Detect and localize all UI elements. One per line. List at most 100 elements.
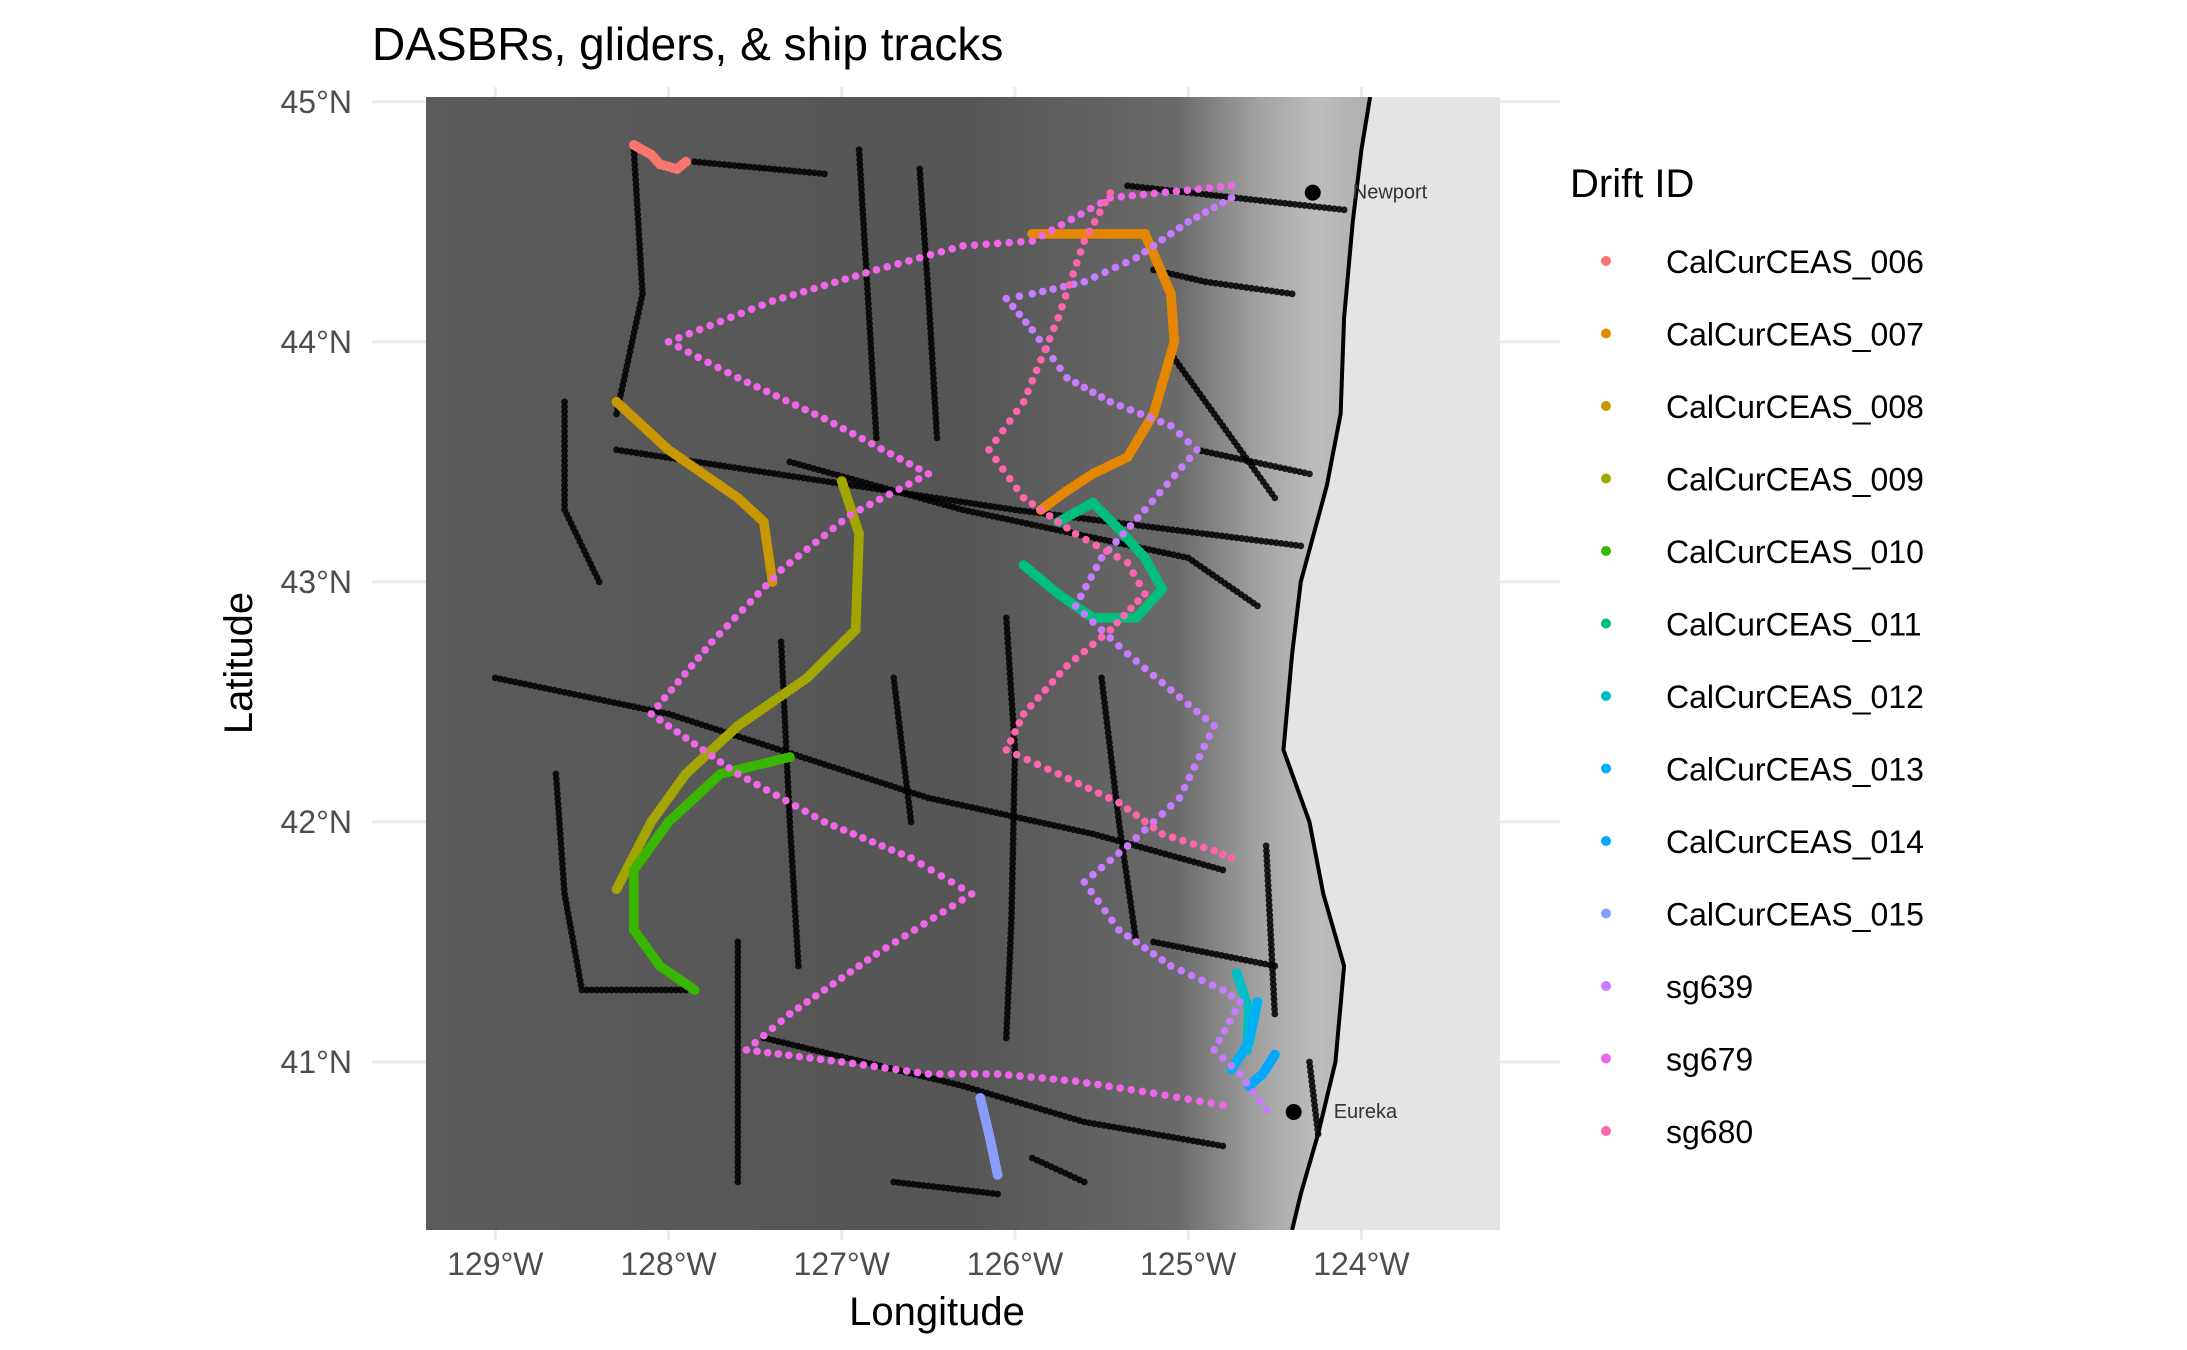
ship-track-point <box>922 260 930 268</box>
ship-track-point <box>923 270 931 278</box>
ship-track-point <box>554 800 562 808</box>
legend-label: CalCurCEAS_007 <box>1666 317 1924 353</box>
drift-point <box>734 770 742 778</box>
ship-track-point <box>1006 944 1014 952</box>
ship-track-point <box>863 275 871 283</box>
ship-track-point <box>858 196 866 203</box>
ship-track-point <box>1005 974 1013 982</box>
drift-point <box>1255 1097 1264 1105</box>
ship-track-point <box>642 986 650 994</box>
drift-point <box>1041 345 1050 354</box>
ship-track-point <box>863 280 871 288</box>
ship-track-point <box>1004 999 1012 1007</box>
drift-point <box>1210 203 1218 212</box>
ship-track-point <box>1110 773 1117 781</box>
ship-track-point <box>790 893 798 900</box>
drift-point <box>1016 1072 1024 1080</box>
ship-track-point <box>925 305 933 313</box>
drift-point <box>704 358 712 367</box>
ship-track-point <box>902 778 910 786</box>
drift-point <box>1024 387 1032 396</box>
ship-track-point <box>627 986 635 994</box>
drift-point <box>1167 686 1175 694</box>
drift-point <box>1215 1036 1224 1045</box>
ship-track-point <box>1127 898 1134 906</box>
drift-point <box>785 1010 794 1018</box>
drift-point <box>1227 992 1236 1000</box>
ship-track-point <box>895 1179 903 1186</box>
ship-track-point <box>920 1182 927 1189</box>
ship-track-point <box>734 1033 742 1041</box>
ship-track-point <box>778 658 786 666</box>
coastline <box>1281 97 1373 1230</box>
drift-point <box>1175 224 1184 232</box>
drift-point <box>1038 1074 1046 1082</box>
legend-label: CalCurCEAS_011 <box>1666 607 1922 643</box>
y-tick-label: 44°N <box>281 324 353 360</box>
ship-track-point <box>781 166 788 174</box>
ship-track-point <box>857 181 865 188</box>
drift-point <box>761 582 770 590</box>
ship-track-point <box>1003 1029 1010 1037</box>
ship-track-point <box>555 810 563 818</box>
ship-track-point <box>1124 182 1131 190</box>
drift-point <box>1158 236 1167 244</box>
ship-track-point <box>1010 781 1018 788</box>
drift-point <box>1115 849 1123 857</box>
ship-track-point <box>1101 699 1108 707</box>
ship-track-point <box>1169 526 1177 534</box>
ship-track-point <box>1281 199 1289 207</box>
ship-track-point <box>1100 694 1108 702</box>
ship-track-point <box>900 758 908 766</box>
ship-track-point <box>1213 531 1221 539</box>
drift-point <box>1055 670 1064 678</box>
city-marker <box>1304 184 1321 201</box>
ship-track-point <box>926 320 934 328</box>
drift-point <box>830 822 838 830</box>
ship-track-point <box>917 180 925 188</box>
ship-track-point <box>920 225 928 233</box>
drift-point <box>1028 377 1037 385</box>
ship-track-point <box>631 156 638 164</box>
ship-track-point <box>578 986 586 994</box>
ship-track-point <box>557 840 565 848</box>
ship-track-point <box>867 350 875 357</box>
drift-point <box>674 678 682 686</box>
ship-track-point <box>734 1003 742 1011</box>
ship-track-point <box>1202 191 1210 198</box>
ship-track-point <box>561 398 568 406</box>
ship-track <box>1193 446 1313 478</box>
drift-point <box>1113 553 1121 561</box>
x-tick-label: 129°W <box>447 1246 544 1282</box>
ship-track-point <box>1219 1142 1227 1150</box>
drift-point <box>1132 657 1141 665</box>
drift-point <box>1158 956 1167 964</box>
ship-track-point <box>806 169 813 176</box>
ship-track-point <box>895 719 903 727</box>
drift-point <box>1049 354 1057 363</box>
drift-point <box>837 974 846 982</box>
ship-track-point <box>634 210 642 218</box>
drift-point <box>1216 183 1225 191</box>
drift-point <box>841 275 850 283</box>
ship-track-point <box>1263 286 1271 294</box>
ship-track-point <box>711 160 718 168</box>
ship-track-point <box>1130 923 1138 931</box>
drift-point <box>1045 512 1054 520</box>
ship-track-point <box>1257 537 1265 545</box>
ship-track-point <box>561 432 568 440</box>
ship-track-point <box>560 875 567 883</box>
drift-point <box>870 1062 879 1071</box>
ship-track-point <box>933 434 941 442</box>
ship-track-point <box>635 230 643 238</box>
ship-track-point <box>734 1008 742 1016</box>
legend-label: sg679 <box>1666 1042 1753 1078</box>
ship-track-point <box>924 285 932 293</box>
drift-point <box>724 368 732 377</box>
ship-track-point <box>859 215 867 223</box>
ship-track-point <box>636 240 643 248</box>
ship-track-point <box>793 937 801 945</box>
ship-track-point <box>1003 1009 1011 1017</box>
ship-track-point <box>1126 893 1134 901</box>
drift-point <box>829 524 837 533</box>
